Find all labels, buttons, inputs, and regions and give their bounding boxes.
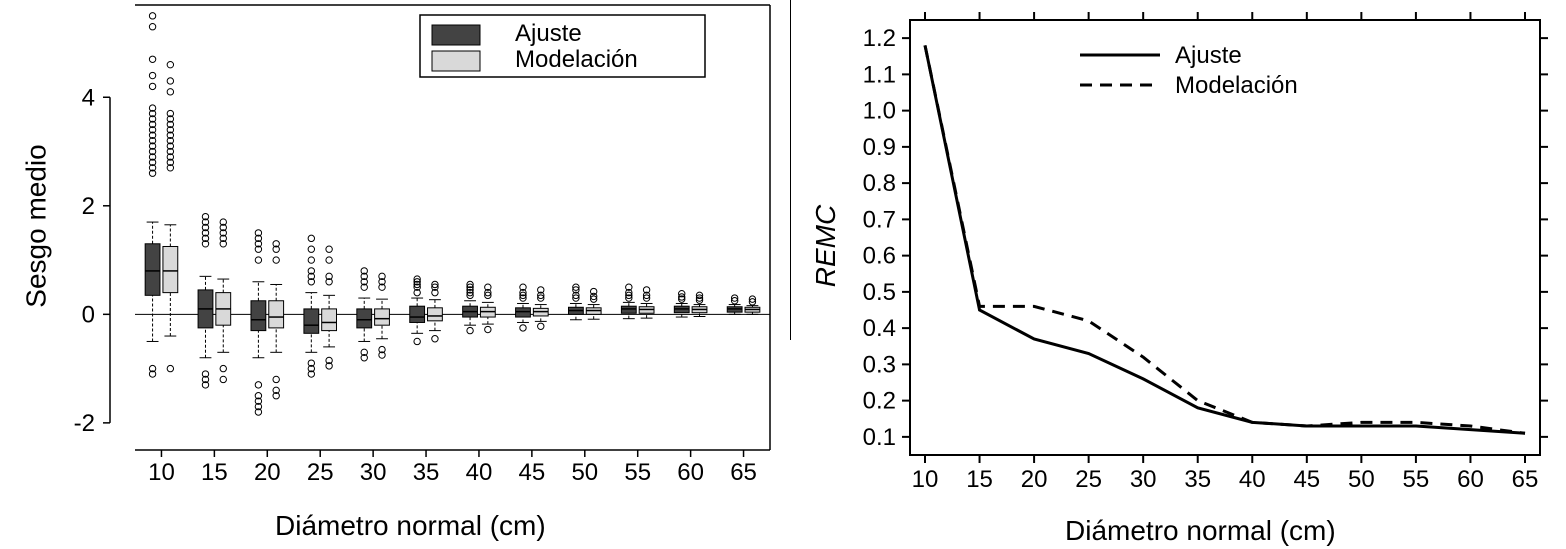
svg-text:0.1: 0.1: [863, 424, 896, 451]
line-xlabel: Diámetro normal (cm): [1065, 515, 1336, 547]
svg-text:0.4: 0.4: [863, 315, 896, 342]
svg-text:30: 30: [1130, 466, 1157, 493]
figure-container: -2024101520253035404550556065AjusteModel…: [0, 0, 1566, 549]
boxplot-svg: -2 0 2 4 10 15 20 25 30 35 40 45 50 55 60 65 AjusteModel…: [0, 0, 790, 549]
svg-text:25: 25: [307, 459, 334, 486]
line-panel: 0.1 0.2 0.3 0.4 0.5 0.6 0.7 0.8 0.9 1.0 1.1 1.2 10 15…: [790, 0, 1566, 549]
svg-text:0.9: 0.9: [863, 134, 896, 161]
boxplot-ylabel: Sesgo medio: [21, 144, 53, 307]
svg-text:45: 45: [519, 459, 546, 486]
svg-text:0.7: 0.7: [863, 206, 896, 233]
line-svg: 0.1 0.2 0.3 0.4 0.5 0.6 0.7 0.8 0.9 1.0 1.1 1.2 10 15…: [790, 0, 1566, 549]
svg-text:4: 4: [82, 84, 95, 111]
svg-text:25: 25: [1075, 466, 1102, 493]
svg-text:-2: -2: [74, 410, 95, 437]
svg-text:45: 45: [1293, 466, 1320, 493]
svg-text:30: 30: [360, 459, 387, 486]
svg-text:1.2: 1.2: [863, 25, 896, 52]
svg-text:50: 50: [1348, 466, 1375, 493]
svg-text:0.5: 0.5: [863, 279, 896, 306]
svg-text:0.3: 0.3: [863, 351, 896, 378]
svg-text:60: 60: [677, 459, 704, 486]
svg-text:0.6: 0.6: [863, 243, 896, 270]
svg-text:0.8: 0.8: [863, 170, 896, 197]
svg-text:50: 50: [571, 459, 598, 486]
svg-text:20: 20: [1021, 466, 1048, 493]
svg-text:Modelación: Modelación: [1175, 72, 1298, 99]
svg-text:10: 10: [148, 459, 175, 486]
svg-text:2: 2: [82, 193, 95, 220]
svg-text:Ajuste: Ajuste: [515, 20, 582, 47]
svg-text:55: 55: [1403, 466, 1430, 493]
svg-text:60: 60: [1457, 466, 1484, 493]
svg-text:20: 20: [254, 459, 281, 486]
svg-text:15: 15: [966, 466, 993, 493]
boxplot-panel: -2 0 2 4 10 15 20 25 30 35 40 45 50 55 60 65 AjusteModel…: [0, 0, 790, 549]
svg-text:40: 40: [466, 459, 493, 486]
svg-text:0: 0: [82, 301, 95, 328]
svg-text:65: 65: [1512, 466, 1539, 493]
svg-text:10: 10: [912, 466, 939, 493]
line-ylabel: REMC: [810, 205, 842, 287]
svg-text:Modelación: Modelación: [515, 46, 638, 73]
svg-text:15: 15: [201, 459, 228, 486]
svg-text:1.1: 1.1: [863, 61, 896, 88]
svg-text:1.0: 1.0: [863, 98, 896, 125]
svg-text:35: 35: [1184, 466, 1211, 493]
svg-text:35: 35: [413, 459, 440, 486]
svg-text:65: 65: [730, 459, 757, 486]
svg-text:Ajuste: Ajuste: [1175, 42, 1242, 69]
svg-text:0.2: 0.2: [863, 388, 896, 415]
svg-text:40: 40: [1239, 466, 1266, 493]
svg-text:55: 55: [624, 459, 651, 486]
boxplot-xlabel: Diámetro normal (cm): [275, 510, 546, 542]
